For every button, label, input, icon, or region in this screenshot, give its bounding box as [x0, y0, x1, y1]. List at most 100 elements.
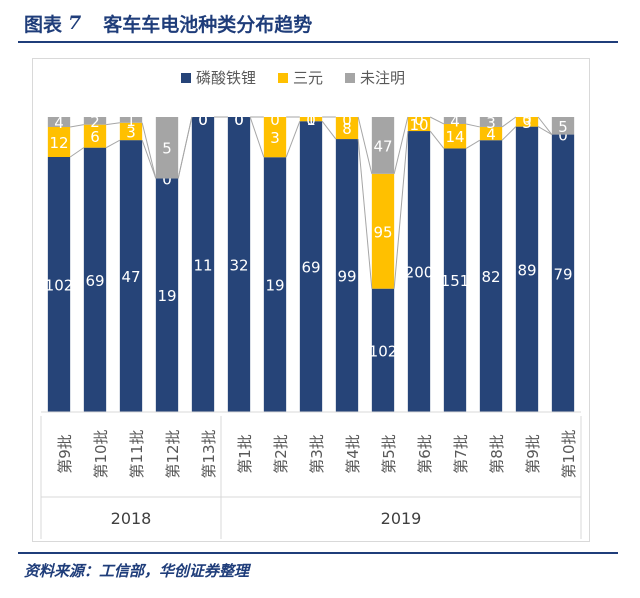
series-line-1-12: [501, 116, 517, 128]
data-label-1-8: 8: [342, 120, 352, 138]
data-label-1-13: 3: [522, 114, 532, 132]
data-label-1-10: 10: [409, 116, 428, 134]
chart-title: 客车车电池种类分布趋势: [103, 13, 313, 36]
data-label-0-3: 19: [157, 287, 176, 305]
bar-0-9: [371, 288, 395, 412]
data-label-0-7: 69: [301, 259, 320, 277]
data-label-0-13: 89: [517, 261, 536, 279]
bar-2-1: [83, 117, 107, 125]
series-line-1-2: [141, 122, 157, 179]
category-label-1: 第10批: [92, 429, 110, 478]
category-label-2: 第11批: [128, 429, 146, 478]
category-label-8: 第4批: [344, 434, 362, 474]
bar-0-11: [443, 148, 467, 413]
figure-title: 图表 7 客车车电池种类分布趋势: [24, 8, 312, 38]
category-label-11: 第7批: [452, 434, 470, 474]
data-label-2-11: 4: [450, 112, 460, 130]
category-label-13: 第9批: [524, 434, 542, 474]
bar-2-14: [551, 117, 575, 135]
bar-0-7: [299, 121, 323, 412]
data-label-0-4: 11: [193, 257, 212, 275]
bar-0-3: [155, 178, 179, 412]
data-label-2-4: 0: [198, 111, 208, 129]
bar-0-14: [551, 134, 575, 413]
legend-label-0: 磷酸铁锂: [196, 69, 256, 87]
data-label-1-4: 0: [198, 111, 208, 129]
series-line-1-11: [466, 123, 480, 128]
data-label-2-14: 5: [558, 118, 568, 136]
data-label-2-5: 0: [234, 111, 244, 129]
data-label-1-3: 0: [162, 170, 172, 188]
series-line-0-2: [141, 139, 157, 179]
bar-1-1: [83, 124, 107, 148]
series-line-1-13: [537, 116, 553, 135]
series-line-0-7: [321, 120, 337, 140]
bar-0-6: [263, 157, 287, 412]
bar-0-2: [119, 140, 143, 412]
category-label-3: 第12批: [164, 429, 182, 478]
data-label-0-2: 47: [121, 268, 140, 286]
data-label-1-1: 6: [90, 128, 100, 146]
data-label-0-1: 69: [85, 272, 104, 290]
bar-1-7: [299, 117, 323, 122]
data-label-0-14: 79: [553, 265, 572, 283]
bar-0-4: [191, 117, 215, 412]
category-label-5: 第1批: [236, 434, 254, 474]
bar-2-11: [443, 117, 467, 124]
bar-0-0: [47, 157, 71, 412]
category-label-0: 第9批: [56, 434, 74, 474]
data-label-2-8: 0: [342, 111, 352, 129]
series-line-0-0: [69, 147, 85, 158]
legend-swatch-0: [181, 73, 191, 83]
data-label-0-5: 32: [229, 257, 248, 275]
bar-0-12: [479, 140, 503, 412]
bar-0-5: [227, 117, 251, 412]
category-label-10: 第6批: [416, 434, 434, 474]
data-label-2-7: 0: [306, 111, 316, 129]
category-label-14: 第10批: [560, 429, 578, 478]
data-label-2-6: 0: [270, 111, 280, 129]
data-label-1-12: 4: [486, 126, 496, 144]
footer-rule: [18, 552, 618, 554]
series-line-0-12: [501, 126, 517, 141]
bar-0-10: [407, 131, 431, 413]
data-label-1-5: 0: [234, 111, 244, 129]
source-note: 资料来源：工信部，华创证券整理: [24, 562, 250, 580]
data-label-0-8: 99: [337, 268, 356, 286]
bar-1-12: [479, 126, 503, 141]
bar-1-9: [371, 173, 395, 289]
bar-1-0: [47, 127, 71, 157]
series-line-0-9: [393, 131, 409, 289]
legend-swatch-1: [278, 73, 288, 83]
legend-label-1: 三元: [293, 69, 323, 87]
data-label-1-6: 3: [270, 129, 280, 147]
header-rule: [18, 41, 618, 43]
bar-0-8: [335, 139, 359, 412]
data-label-1-0: 12: [49, 134, 68, 152]
series-line-0-13: [537, 126, 553, 135]
series-line-0-11: [465, 139, 481, 149]
group-label-0: 2018: [111, 509, 152, 528]
data-label-2-9: 47: [373, 137, 392, 155]
bar-1-13: [515, 117, 539, 127]
data-label-2-1: 2: [90, 113, 100, 131]
bar-1-2: [119, 122, 143, 141]
series-line-1-0: [70, 124, 84, 128]
data-label-2-10: 0: [414, 111, 424, 129]
series-line-0-8: [357, 139, 373, 289]
series-line-1-10: [429, 116, 445, 125]
group-label-1: 2019: [381, 509, 422, 528]
series-line-1-3: [177, 116, 193, 179]
stacked-bar-chart: 磷酸铁锂 三元 未注明1021246962473119051100320019306…: [40, 69, 582, 539]
series-line-1-8: [357, 116, 373, 174]
bar-2-9: [371, 117, 395, 174]
category-label-9: 第5批: [380, 434, 398, 474]
data-label-0-10: 200: [405, 264, 434, 282]
data-label-2-0: 4: [54, 114, 64, 132]
data-label-2-12: 3: [486, 114, 496, 132]
data-label-2-2: 1: [126, 112, 136, 130]
data-label-0-9: 102: [369, 342, 398, 360]
data-label-0-12: 82: [481, 268, 500, 286]
bar-1-11: [443, 123, 467, 149]
data-label-1-9: 95: [373, 223, 392, 241]
